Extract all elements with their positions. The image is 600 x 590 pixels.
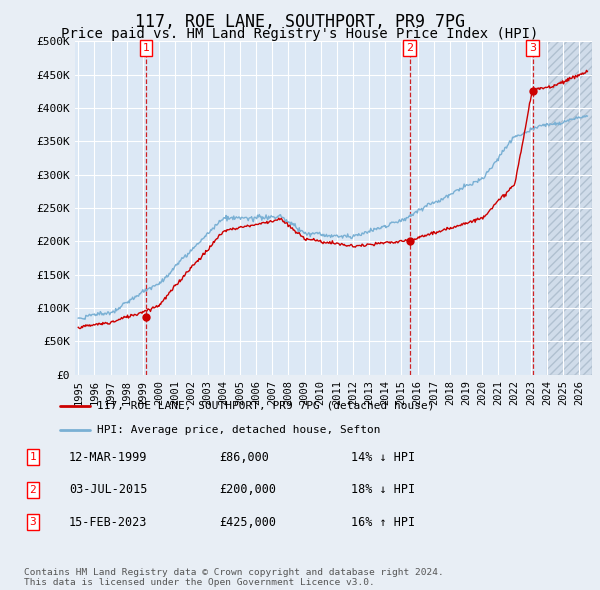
Text: HPI: Average price, detached house, Sefton: HPI: Average price, detached house, Seft…: [97, 425, 380, 435]
Text: 14% ↓ HPI: 14% ↓ HPI: [351, 451, 415, 464]
Text: 16% ↑ HPI: 16% ↑ HPI: [351, 516, 415, 529]
Text: 1: 1: [29, 453, 37, 462]
Text: 3: 3: [529, 43, 536, 53]
Bar: [547, 41, 592, 375]
Text: 12-MAR-1999: 12-MAR-1999: [69, 451, 148, 464]
Text: 2: 2: [406, 43, 413, 53]
Text: 18% ↓ HPI: 18% ↓ HPI: [351, 483, 415, 496]
Text: Price paid vs. HM Land Registry's House Price Index (HPI): Price paid vs. HM Land Registry's House …: [61, 27, 539, 41]
Text: £86,000: £86,000: [219, 451, 269, 464]
Text: 3: 3: [29, 517, 37, 527]
Text: 117, ROE LANE, SOUTHPORT, PR9 7PG (detached house): 117, ROE LANE, SOUTHPORT, PR9 7PG (detac…: [97, 401, 434, 411]
Text: 1: 1: [142, 43, 149, 53]
Text: £200,000: £200,000: [219, 483, 276, 496]
Text: £425,000: £425,000: [219, 516, 276, 529]
Text: 15-FEB-2023: 15-FEB-2023: [69, 516, 148, 529]
Text: 117, ROE LANE, SOUTHPORT, PR9 7PG: 117, ROE LANE, SOUTHPORT, PR9 7PG: [135, 13, 465, 31]
Text: 2: 2: [29, 485, 37, 494]
Text: Contains HM Land Registry data © Crown copyright and database right 2024.
This d: Contains HM Land Registry data © Crown c…: [24, 568, 444, 587]
Text: 03-JUL-2015: 03-JUL-2015: [69, 483, 148, 496]
